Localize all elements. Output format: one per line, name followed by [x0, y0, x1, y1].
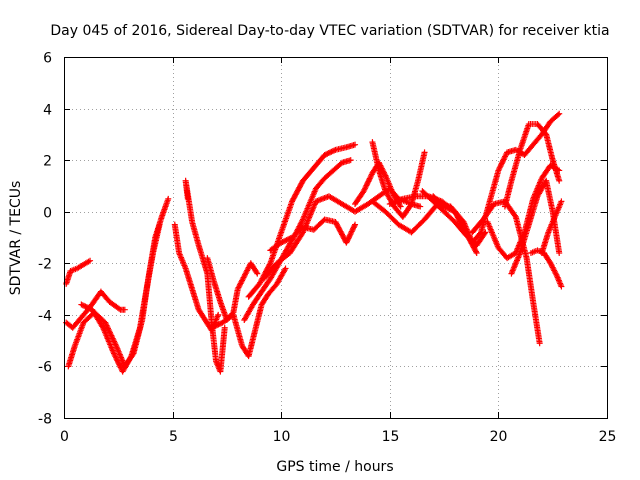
- x-tick-label: 20: [490, 429, 508, 445]
- data-point-markers: [369, 139, 428, 220]
- chart-title: Day 045 of 2016, Sidereal Day-to-day VTE…: [50, 23, 609, 39]
- data-point-markers: [208, 265, 289, 360]
- x-tick-label: 5: [169, 429, 178, 445]
- series-arc-6: [182, 177, 228, 375]
- series-arc-1: [63, 257, 94, 287]
- series-arc-10: [245, 141, 359, 300]
- data-point-markers: [267, 216, 359, 254]
- data-point-markers: [63, 257, 94, 287]
- data-point-markers: [63, 288, 128, 331]
- series-arc-8: [208, 265, 289, 360]
- data-point-markers: [501, 121, 563, 210]
- series-arc-24: [538, 198, 565, 256]
- y-tick-label: 0: [43, 206, 52, 222]
- data-point-markers: [78, 221, 163, 375]
- plot-frame: [64, 57, 608, 419]
- x-tick-label: 15: [382, 429, 400, 445]
- x-tick-label: 10: [273, 429, 291, 445]
- series-arc-21: [501, 121, 563, 210]
- series-arc-3: [65, 195, 172, 370]
- series-arc-4: [78, 221, 163, 375]
- data-point-markers: [182, 177, 228, 375]
- y-tick-label: -6: [38, 360, 52, 376]
- series-arc-14: [369, 139, 428, 220]
- data-point-markers: [65, 195, 172, 370]
- series-arc-7: [204, 255, 261, 324]
- x-axis-label: GPS time / hours: [276, 459, 393, 475]
- data-point-markers: [538, 198, 565, 256]
- x-tick-label: 25: [599, 429, 617, 445]
- x-tick-label: 0: [60, 429, 69, 445]
- y-tick-label: 2: [43, 154, 52, 170]
- y-tick-label: 4: [43, 103, 52, 119]
- y-axis-label: SDTVAR / TECUs: [8, 181, 24, 296]
- y-tick-label: -4: [38, 309, 52, 325]
- y-tick-label: 6: [43, 51, 52, 67]
- data-point-markers: [245, 141, 359, 300]
- series-arc-2: [63, 288, 128, 331]
- series-arc-12: [267, 216, 359, 254]
- data-point-markers: [204, 255, 261, 324]
- y-tick-label: -8: [38, 412, 52, 428]
- y-tick-label: -2: [38, 257, 52, 273]
- data-points: [63, 110, 565, 375]
